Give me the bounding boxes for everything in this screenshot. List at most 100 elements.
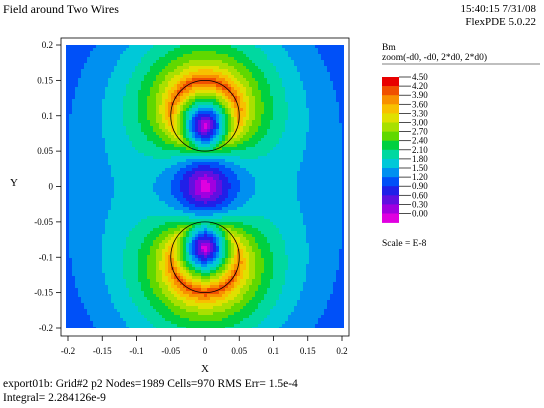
heatmap-cell bbox=[288, 75, 292, 79]
heatmap-cell bbox=[201, 144, 205, 148]
heatmap-cell bbox=[222, 63, 226, 67]
heatmap-cell bbox=[177, 159, 181, 163]
heatmap-cell bbox=[123, 48, 127, 52]
heatmap-cell bbox=[267, 165, 271, 169]
heatmap-cell bbox=[132, 93, 136, 97]
heatmap-cell bbox=[186, 159, 190, 163]
heatmap-cell bbox=[264, 198, 268, 202]
heatmap-cell bbox=[318, 48, 322, 52]
heatmap-cell bbox=[84, 198, 88, 202]
heatmap-cell bbox=[96, 96, 100, 100]
heatmap-cell bbox=[162, 180, 166, 184]
heatmap-cell bbox=[135, 84, 139, 88]
heatmap-cell bbox=[108, 186, 112, 190]
heatmap-cell bbox=[252, 120, 256, 124]
heatmap-cell bbox=[168, 102, 172, 106]
heatmap-cell bbox=[318, 168, 322, 172]
heatmap-cell bbox=[144, 135, 148, 139]
heatmap-cell bbox=[222, 66, 226, 70]
heatmap-cell bbox=[141, 153, 145, 157]
heatmap-cell bbox=[72, 66, 76, 70]
heatmap-cell bbox=[264, 105, 268, 109]
heatmap-cell bbox=[84, 123, 88, 127]
heatmap-cell bbox=[123, 102, 127, 106]
heatmap-cell bbox=[279, 45, 283, 49]
heatmap-cell bbox=[135, 99, 139, 103]
heatmap-cell bbox=[204, 78, 208, 82]
heatmap-cell bbox=[303, 201, 307, 205]
heatmap-cell bbox=[180, 201, 184, 205]
heatmap-cell bbox=[300, 183, 304, 187]
heatmap-cell bbox=[195, 45, 199, 49]
heatmap-cell bbox=[171, 93, 175, 97]
heatmap-cell bbox=[87, 189, 91, 193]
heatmap-cell bbox=[81, 81, 85, 85]
heatmap-cell bbox=[201, 96, 205, 100]
heatmap-cell bbox=[279, 60, 283, 64]
heatmap-cell bbox=[147, 66, 151, 70]
heatmap-cell bbox=[273, 126, 277, 130]
heatmap-cell bbox=[300, 174, 304, 178]
heatmap-cell bbox=[183, 90, 187, 94]
heatmap-cell bbox=[129, 51, 133, 55]
heatmap-cell bbox=[183, 54, 187, 58]
heatmap-cell bbox=[219, 183, 223, 187]
heatmap-cell bbox=[78, 141, 82, 145]
heatmap-cell bbox=[162, 198, 166, 202]
heatmap-cell bbox=[90, 183, 94, 187]
heatmap-cell bbox=[270, 192, 274, 196]
heatmap-cell bbox=[165, 195, 169, 199]
heatmap-cell bbox=[336, 135, 340, 139]
heatmap-cell bbox=[99, 156, 103, 160]
heatmap-cell bbox=[180, 183, 184, 187]
heatmap-cell bbox=[108, 147, 112, 151]
heatmap-cell bbox=[333, 45, 337, 49]
heatmap-cell bbox=[183, 204, 187, 208]
heatmap-cell bbox=[165, 156, 169, 160]
heatmap-cell bbox=[93, 51, 97, 55]
heatmap-cell bbox=[108, 57, 112, 61]
heatmap-cell bbox=[210, 45, 214, 49]
heatmap-cell bbox=[258, 63, 262, 67]
heatmap-cell bbox=[207, 96, 211, 100]
heatmap-cell bbox=[240, 57, 244, 61]
heatmap-cell bbox=[66, 84, 70, 88]
heatmap-cell bbox=[126, 156, 130, 160]
heatmap-cell bbox=[192, 114, 196, 118]
heatmap-cell bbox=[237, 201, 241, 205]
heatmap-cell bbox=[276, 171, 280, 175]
heatmap-cell bbox=[261, 72, 265, 76]
heatmap-cell bbox=[147, 105, 151, 109]
heatmap-cell bbox=[186, 54, 190, 58]
heatmap-cell bbox=[123, 78, 127, 82]
heatmap-cell bbox=[165, 57, 169, 61]
heatmap-cell bbox=[261, 57, 265, 61]
heatmap-cell bbox=[261, 153, 265, 157]
heatmap-cell bbox=[330, 159, 334, 163]
heatmap-cell bbox=[174, 120, 178, 124]
heatmap-cell bbox=[168, 156, 172, 160]
heatmap-cell bbox=[78, 132, 82, 136]
heatmap-cell bbox=[330, 168, 334, 172]
heatmap-cell bbox=[138, 183, 142, 187]
heatmap-cell bbox=[327, 171, 331, 175]
heatmap-cell bbox=[213, 201, 217, 205]
heatmap-cell bbox=[207, 99, 211, 103]
heatmap-cell bbox=[279, 66, 283, 70]
heatmap-cell bbox=[105, 162, 109, 166]
heatmap-cell bbox=[99, 87, 103, 91]
heatmap-cell bbox=[72, 189, 76, 193]
heatmap-cell bbox=[183, 141, 187, 145]
heatmap-cell bbox=[93, 192, 97, 196]
heatmap-cell bbox=[78, 165, 82, 169]
heatmap-cell bbox=[303, 183, 307, 187]
heatmap-cell bbox=[120, 198, 124, 202]
heatmap-cell bbox=[294, 99, 298, 103]
heatmap-cell bbox=[231, 186, 235, 190]
heatmap-cell bbox=[228, 111, 232, 115]
heatmap-cell bbox=[258, 120, 262, 124]
heatmap-cell bbox=[225, 126, 229, 130]
heatmap-cell bbox=[174, 99, 178, 103]
heatmap-cell bbox=[258, 180, 262, 184]
heatmap-cell bbox=[138, 81, 142, 85]
